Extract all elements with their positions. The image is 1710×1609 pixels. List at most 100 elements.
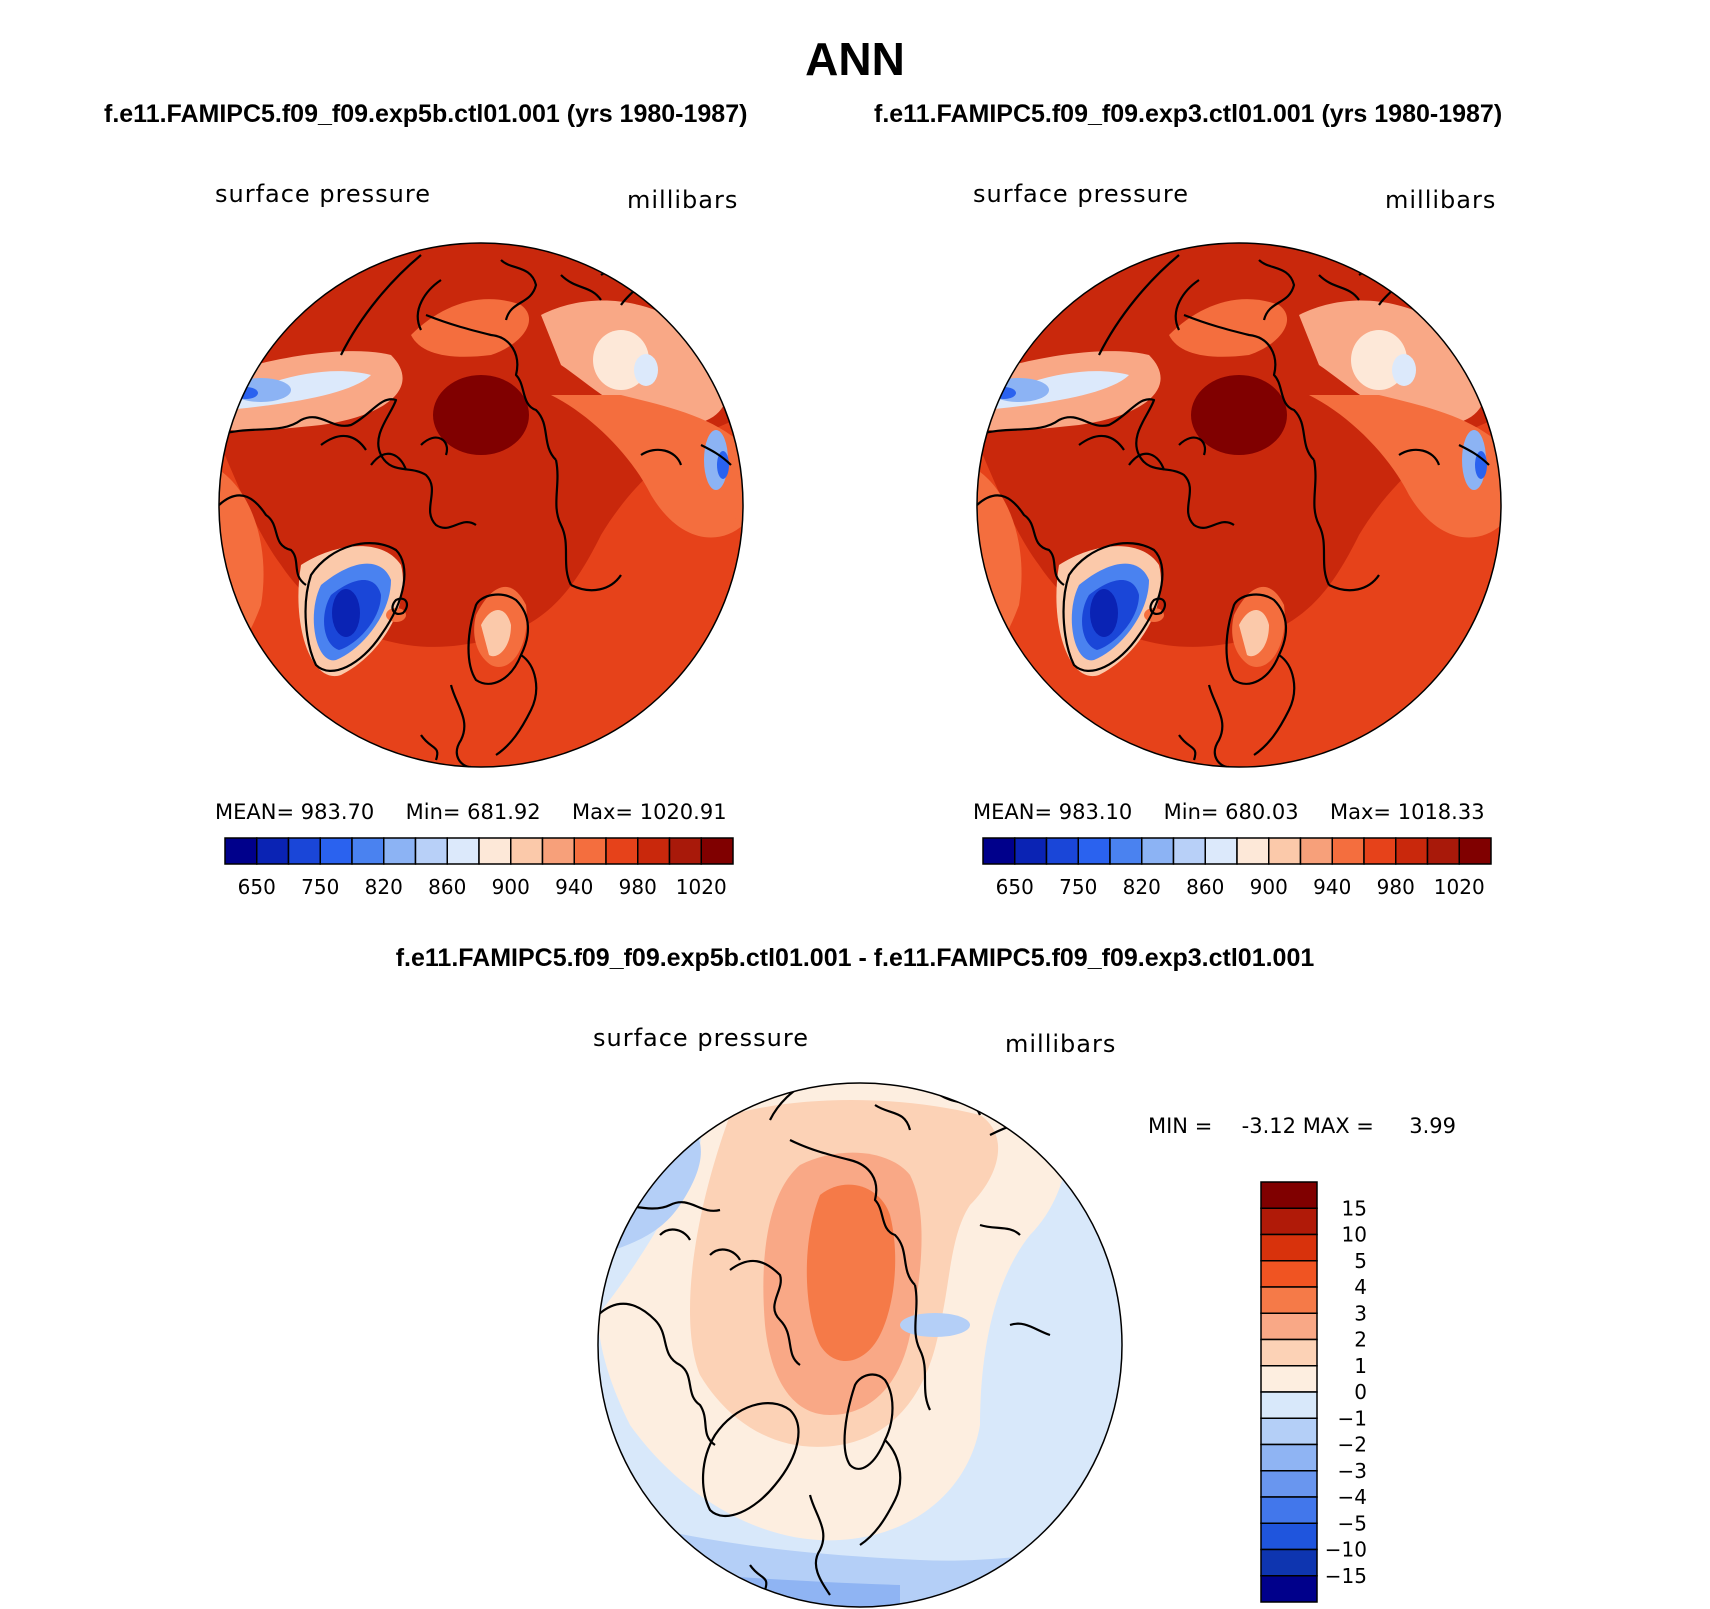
colorbar-tick-label: 750 — [1059, 875, 1097, 899]
colorbar-swatch — [510, 837, 544, 865]
colorbar-swatch — [1260, 1470, 1318, 1498]
colorbar-tick-label: 10 — [1342, 1223, 1367, 1247]
diff-polar-map — [597, 1082, 1123, 1608]
colorbar-tick-label: 1020 — [676, 875, 727, 899]
diff-min-max: MIN = -3.12 MAX = 3.99 — [1148, 1114, 1456, 1138]
diff-max-value: 3.99 — [1409, 1114, 1456, 1138]
min-label: Min= — [1163, 800, 1219, 824]
colorbar-tick-label: 1 — [1354, 1354, 1367, 1378]
min-label: Min= — [405, 800, 461, 824]
colorbar-swatch — [256, 837, 290, 865]
colorbar-swatch — [1260, 1260, 1318, 1288]
right-variable-label: surface pressure — [973, 180, 1189, 208]
colorbar-tick-label: −5 — [1338, 1511, 1367, 1535]
min-value: 681.92 — [467, 800, 541, 824]
colorbar-tick-label: 750 — [301, 875, 339, 899]
max-value: 1020.91 — [639, 800, 727, 824]
colorbar-swatch — [1260, 1417, 1318, 1446]
colorbar-tick-label: −15 — [1325, 1564, 1367, 1588]
colorbar-swatch — [1395, 837, 1429, 865]
colorbar-swatch — [1260, 1365, 1318, 1393]
colorbar-tick-label: 650 — [238, 875, 276, 899]
max-label: Max= — [1330, 800, 1392, 824]
colorbar-swatch — [1260, 1522, 1318, 1551]
mean-label: MEAN= — [215, 800, 295, 824]
colorbar-swatch — [1260, 1233, 1318, 1262]
colorbar-tick-label: 900 — [1250, 875, 1288, 899]
colorbar-swatch — [414, 837, 448, 865]
colorbar-swatch — [1141, 837, 1175, 865]
colorbar-tick-label: 650 — [996, 875, 1034, 899]
colorbar-tick-label: −2 — [1338, 1433, 1367, 1457]
colorbar-tick-label: 15 — [1342, 1196, 1367, 1220]
colorbar-swatch — [1260, 1286, 1318, 1314]
colorbar-tick-label: 1020 — [1434, 875, 1485, 899]
colorbar-swatch — [478, 837, 512, 865]
colorbar-swatch — [1331, 837, 1365, 865]
colorbar-swatch — [982, 837, 1016, 865]
diff-min-label: MIN = — [1148, 1114, 1213, 1138]
colorbar-swatch — [1260, 1391, 1318, 1419]
right-stats: MEAN= 983.10 Min= 680.03 Max= 1018.33 — [973, 800, 1485, 824]
colorbar-swatch — [1260, 1548, 1318, 1577]
colorbar-swatch — [1268, 837, 1302, 865]
left-polar-map — [218, 242, 744, 768]
colorbar-swatch — [1426, 837, 1460, 865]
mean-value: 983.10 — [1058, 800, 1133, 824]
right-polar-map — [976, 242, 1502, 768]
colorbar-swatch — [1045, 837, 1079, 865]
colorbar-swatch — [319, 837, 353, 865]
colorbar-tick-label: 980 — [619, 875, 657, 899]
diff-max-label: MAX = — [1302, 1114, 1374, 1138]
colorbar-tick-label: 820 — [365, 875, 403, 899]
mean-value: 983.70 — [300, 800, 375, 824]
colorbar-swatch — [1260, 1312, 1318, 1341]
colorbar-swatch — [1260, 1207, 1318, 1236]
colorbar-tick-label: −10 — [1325, 1538, 1367, 1562]
colorbar-swatch — [1260, 1575, 1318, 1603]
colorbar-swatch — [446, 837, 480, 865]
diff-panel-title: f.e11.FAMIPC5.f09_f09.exp5b.ctl01.001 - … — [395, 944, 1315, 972]
left-panel-title: f.e11.FAMIPC5.f09_f09.exp5b.ctl01.001 (y… — [104, 100, 748, 128]
left-variable-label: surface pressure — [215, 180, 431, 208]
colorbar-swatch — [700, 837, 734, 865]
max-value: 1018.33 — [1397, 800, 1485, 824]
colorbar-tick-label: 900 — [492, 875, 530, 899]
right-colorbar: 650 750 820 860 900 940 980 1020 — [982, 837, 1492, 899]
colorbar-tick-label: 2 — [1354, 1328, 1367, 1352]
colorbar-tick-label: 940 — [1313, 875, 1351, 899]
colorbar-swatch — [1260, 1181, 1318, 1209]
colorbar-swatch — [1077, 837, 1111, 865]
diff-min-value: -3.12 — [1241, 1114, 1297, 1138]
colorbar-swatch — [605, 837, 639, 865]
left-units-label: millibars — [627, 186, 739, 214]
right-panel-title: f.e11.FAMIPC5.f09_f09.exp3.ctl01.001 (yr… — [874, 100, 1503, 128]
colorbar-swatch — [541, 837, 575, 865]
mean-label: MEAN= — [973, 800, 1053, 824]
colorbar-swatch — [668, 837, 702, 865]
colorbar-swatch — [1172, 837, 1206, 865]
colorbar-tick-label: −4 — [1338, 1485, 1367, 1509]
colorbar-swatch — [383, 837, 417, 865]
colorbar-tick-label: 860 — [428, 875, 466, 899]
colorbar-tick-label: −1 — [1338, 1406, 1367, 1430]
min-value: 680.03 — [1225, 800, 1299, 824]
colorbar-tick-label: 3 — [1354, 1301, 1367, 1325]
left-stats: MEAN= 983.70 Min= 681.92 Max= 1020.91 — [215, 800, 727, 824]
colorbar-swatch — [351, 837, 385, 865]
diff-variable-label: surface pressure — [593, 1024, 809, 1052]
colorbar-swatch — [1014, 837, 1048, 865]
colorbar-swatch — [1236, 837, 1270, 865]
max-label: Max= — [572, 800, 634, 824]
colorbar-swatch — [1260, 1496, 1318, 1524]
colorbar-tick-label: 4 — [1354, 1275, 1367, 1299]
colorbar-swatch — [573, 837, 607, 865]
colorbar-tick-label: 980 — [1377, 875, 1415, 899]
colorbar-tick-label: 5 — [1354, 1249, 1367, 1273]
colorbar-tick-label: 0 — [1354, 1380, 1367, 1404]
right-units-label: millibars — [1385, 186, 1497, 214]
colorbar-swatch — [1109, 837, 1143, 865]
diff-units-label: millibars — [1005, 1030, 1117, 1058]
